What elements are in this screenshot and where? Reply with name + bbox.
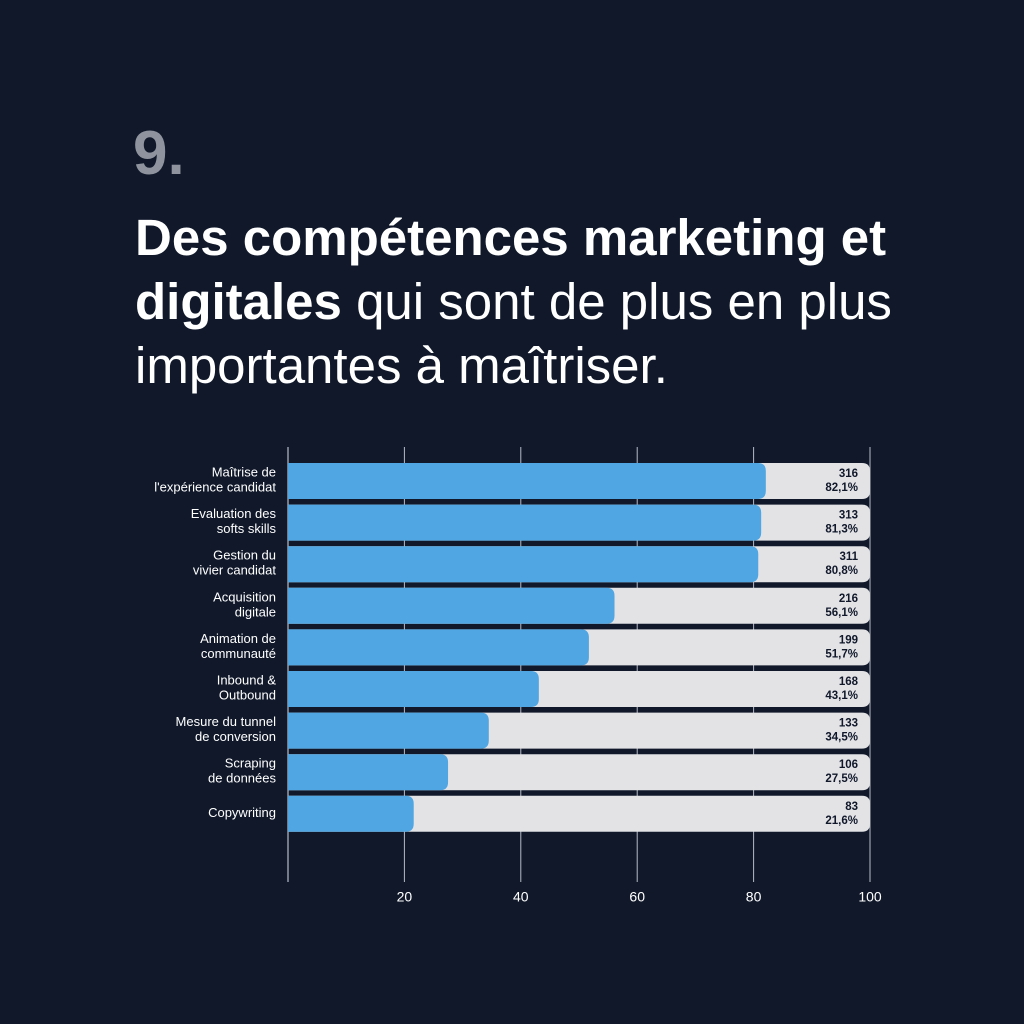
bar bbox=[288, 795, 414, 832]
bar bbox=[288, 754, 449, 791]
count-label: 216 bbox=[839, 593, 858, 605]
y-tick-label: Gestion du vivier candidat bbox=[193, 548, 276, 578]
x-tick-label: 80 bbox=[746, 889, 762, 905]
y-tick-label: Animation de communauté bbox=[200, 631, 276, 661]
count-label: 168 bbox=[839, 676, 859, 688]
bar bbox=[288, 629, 589, 666]
bar bbox=[288, 463, 766, 499]
count-label: 199 bbox=[839, 634, 858, 646]
value-label: 56,1% bbox=[825, 607, 858, 619]
count-label: 316 bbox=[839, 468, 858, 480]
count-label: 313 bbox=[839, 510, 858, 522]
value-label: 81,3% bbox=[825, 524, 858, 536]
value-label: 51,7% bbox=[825, 648, 858, 660]
value-label: 27,5% bbox=[825, 773, 858, 785]
value-label: 21,6% bbox=[825, 815, 858, 827]
value-label: 43,1% bbox=[825, 690, 858, 702]
count-label: 311 bbox=[839, 551, 858, 563]
y-tick-label: Evaluation des softs skills bbox=[191, 507, 277, 537]
bar bbox=[288, 546, 759, 583]
chart-title: Des compétences marketing et digitales q… bbox=[135, 206, 905, 398]
section-number: 9. bbox=[133, 119, 185, 188]
y-tick-label: Maîtrise de l'expérience candidat bbox=[154, 465, 276, 495]
y-tick-label: Scraping de données bbox=[208, 756, 276, 786]
count-label: 106 bbox=[839, 759, 858, 771]
y-tick-label: Acquisition digitale bbox=[213, 590, 276, 620]
title-bold: Des compétences marketing et digitales bbox=[135, 209, 887, 330]
bar bbox=[288, 671, 539, 707]
value-label: 82,1% bbox=[825, 482, 858, 494]
y-tick-label: Inbound & Outbound bbox=[217, 673, 277, 703]
value-label: 34,5% bbox=[825, 732, 858, 744]
bar bbox=[288, 504, 762, 541]
bar-track bbox=[288, 795, 870, 832]
value-label: 80,8% bbox=[825, 565, 858, 577]
count-label: 133 bbox=[839, 718, 858, 730]
count-label: 83 bbox=[845, 801, 858, 813]
y-tick-label: Copywriting bbox=[208, 805, 276, 820]
x-tick-label: 20 bbox=[397, 889, 413, 905]
title-rest: qui sont de plus en plus importantes à m… bbox=[135, 273, 892, 394]
x-tick-label: 100 bbox=[858, 889, 882, 905]
x-tick-label: 40 bbox=[513, 889, 529, 905]
bar bbox=[288, 587, 615, 624]
x-tick-label: 60 bbox=[629, 889, 645, 905]
bar bbox=[288, 712, 489, 749]
y-tick-label: Mesure du tunnel de conversion bbox=[176, 715, 277, 745]
